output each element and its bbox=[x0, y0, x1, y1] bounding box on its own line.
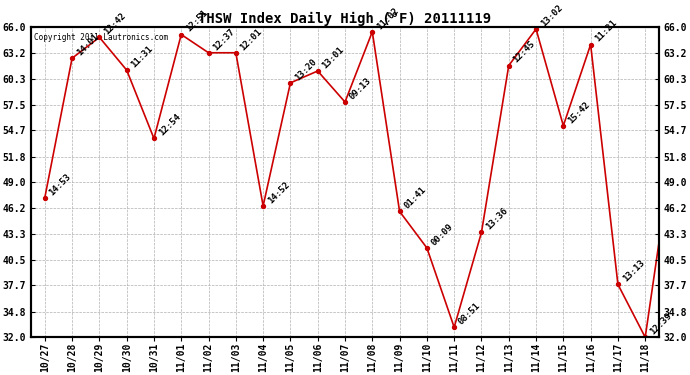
Text: Copyright 2011 Lautronics.com: Copyright 2011 Lautronics.com bbox=[34, 33, 168, 42]
Point bbox=[66, 55, 77, 61]
Text: 12:42: 12:42 bbox=[102, 11, 128, 36]
Point bbox=[531, 26, 542, 32]
Point bbox=[667, 146, 678, 152]
Point bbox=[367, 29, 378, 35]
Point bbox=[503, 63, 514, 69]
Point bbox=[285, 80, 296, 86]
Point bbox=[148, 135, 159, 141]
Point bbox=[476, 230, 487, 236]
Point bbox=[121, 67, 132, 73]
Point bbox=[94, 34, 105, 40]
Text: 11:31: 11:31 bbox=[130, 44, 155, 69]
Text: 12:37: 12:37 bbox=[211, 27, 237, 52]
Point bbox=[394, 209, 405, 214]
Point bbox=[585, 42, 596, 48]
Point bbox=[422, 245, 433, 251]
Text: 11:02: 11:02 bbox=[375, 6, 400, 31]
Point bbox=[203, 50, 214, 56]
Text: 09:13: 09:13 bbox=[348, 76, 373, 101]
Text: 13:01: 13:01 bbox=[320, 45, 346, 70]
Point bbox=[176, 32, 187, 38]
Point bbox=[558, 123, 569, 129]
Text: 13:20: 13:20 bbox=[293, 57, 319, 82]
Text: 12:45: 12:45 bbox=[511, 39, 537, 65]
Text: 12:51: 12:51 bbox=[184, 8, 209, 34]
Point bbox=[230, 50, 241, 56]
Text: 12:39: 12:39 bbox=[648, 311, 673, 336]
Point bbox=[640, 334, 651, 340]
Text: 12:01: 12:01 bbox=[239, 27, 264, 52]
Point bbox=[257, 203, 268, 209]
Text: 08:51: 08:51 bbox=[457, 301, 482, 327]
Point bbox=[312, 68, 323, 74]
Text: 13:36: 13:36 bbox=[484, 206, 510, 232]
Point bbox=[613, 281, 624, 287]
Text: 14:01: 14:01 bbox=[75, 32, 100, 57]
Point bbox=[39, 195, 50, 201]
Text: 00:09: 00:09 bbox=[430, 222, 455, 247]
Text: 11:21: 11:21 bbox=[593, 18, 619, 44]
Text: 11:51: 11:51 bbox=[0, 374, 1, 375]
Text: 13:02: 13:02 bbox=[539, 3, 564, 28]
Text: 15:42: 15:42 bbox=[566, 100, 591, 125]
Text: 14:52: 14:52 bbox=[266, 180, 291, 205]
Text: 12:54: 12:54 bbox=[157, 112, 182, 138]
Text: 13:13: 13:13 bbox=[621, 258, 646, 284]
Title: THSW Index Daily High (°F) 20111119: THSW Index Daily High (°F) 20111119 bbox=[199, 12, 491, 26]
Text: 01:41: 01:41 bbox=[402, 185, 428, 211]
Text: 14:53: 14:53 bbox=[48, 172, 73, 197]
Point bbox=[448, 324, 460, 330]
Point bbox=[339, 99, 351, 105]
